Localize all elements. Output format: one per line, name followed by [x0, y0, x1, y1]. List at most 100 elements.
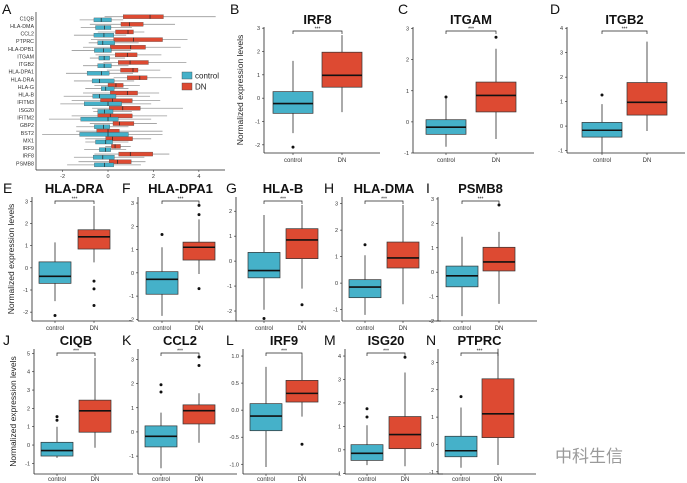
- box-dn: [108, 159, 132, 164]
- y-tick-label: -1: [129, 294, 134, 300]
- box-dn: [115, 52, 138, 58]
- box-dn: [110, 45, 146, 50]
- y-tick-label: 2: [229, 209, 232, 215]
- panel-letter: D: [550, 1, 560, 17]
- outlier-point: [403, 355, 407, 359]
- outlier-point: [55, 418, 59, 422]
- y-tick-label: 2: [131, 224, 134, 230]
- y-tick-label: 0: [406, 120, 409, 126]
- gene-label: HLA-DPA1: [8, 70, 34, 76]
- y-tick-label: 4: [338, 354, 341, 360]
- significance-bracket: [364, 200, 404, 204]
- x-tick-label: control: [437, 158, 455, 164]
- significance-label: ***: [478, 197, 484, 203]
- x-tick-label: DN: [494, 477, 503, 483]
- outlier-point: [365, 415, 369, 419]
- panel-title: HLA-DPA1: [148, 181, 213, 196]
- box-dn: [386, 241, 420, 269]
- y-tick-label: 3: [25, 199, 28, 205]
- panel-n: N PTPRC -1 0 1 2 3 control DN ***: [426, 332, 536, 483]
- gene-label: IRF8: [23, 154, 35, 160]
- significance-bracket: [601, 30, 648, 34]
- y-axis-label: Normalized expression levels: [235, 35, 245, 146]
- panel-letter: M: [324, 332, 336, 348]
- box-dn: [127, 75, 148, 80]
- gene-label: IRF9: [23, 146, 35, 152]
- legend-label-dn: DN: [195, 83, 207, 92]
- significance-label: ***: [177, 349, 183, 355]
- y-tick-label: 2: [431, 221, 434, 227]
- panel-title: PTPRC: [457, 333, 502, 348]
- y-tick-label: 0: [257, 96, 260, 102]
- box-dn: [78, 399, 112, 433]
- x-tick-label: DN: [643, 158, 652, 164]
- y-tick-label: 0: [131, 271, 134, 277]
- box-control: [92, 94, 117, 99]
- panel-d: D ITGB2 -1 0 1 2 3 4 control DN ***: [550, 1, 685, 164]
- significance-bracket: [265, 352, 303, 356]
- outlier-point: [197, 355, 201, 359]
- panel-letter: E: [3, 180, 12, 196]
- box-control: [94, 124, 110, 129]
- box-control: [350, 444, 384, 461]
- box-dn: [285, 228, 319, 259]
- y-tick-label: 0: [131, 430, 134, 436]
- y-tick-label: 2: [25, 222, 28, 228]
- y-axis-label: Normalized expression levels: [6, 204, 16, 315]
- significance-label: ***: [72, 197, 78, 203]
- box-control: [272, 91, 314, 114]
- panel-e: E HLA-DRA -2 -1 0 1 2 3 Normalized expression le…: [3, 180, 132, 332]
- panel-letter: N: [426, 332, 436, 348]
- panel-title: CCL2: [163, 333, 197, 348]
- outlier-point: [444, 95, 448, 99]
- x-tick-label: DN: [401, 477, 410, 483]
- y-tick-label: -2: [255, 143, 260, 149]
- y-tick-label: 3: [338, 377, 341, 383]
- panel-m: M ISG20 -1 0 1 2 3 4 control DN ***: [324, 332, 443, 483]
- outlier-point: [197, 213, 201, 217]
- y-tick-label: -1: [23, 288, 28, 294]
- gene-label: ITGAM: [17, 54, 34, 60]
- x-tick-label: 4: [197, 174, 200, 180]
- box-control: [93, 155, 115, 160]
- y-tick-label: 0: [431, 270, 434, 276]
- box-control: [249, 403, 283, 432]
- box-dn: [118, 60, 149, 65]
- panel-title: ITGAM: [450, 12, 492, 27]
- x-tick-label: DN: [195, 477, 204, 483]
- y-tick-label: -2: [23, 310, 28, 316]
- box-dn: [123, 14, 164, 19]
- x-tick-label: 2: [152, 174, 155, 180]
- y-tick-label: 0: [338, 448, 341, 454]
- y-tick-label: 1: [431, 246, 434, 252]
- y-tick-label: -2: [227, 309, 232, 315]
- panel-h: H HLA-DMA -1 0 1 2 3 control DN ***: [324, 180, 441, 332]
- x-tick-label: DN: [338, 158, 347, 164]
- box-control: [93, 17, 112, 23]
- y-tick-label: 1: [560, 100, 563, 106]
- y-tick-label: 2: [27, 406, 30, 412]
- x-tick-label: control: [257, 477, 275, 483]
- outlier-point: [494, 35, 498, 39]
- box-control: [95, 25, 112, 30]
- panel-f: F HLA-DPA1 -2 -1 0 1 2 3 control DN ***: [122, 180, 237, 332]
- outlier-point: [365, 407, 369, 411]
- gene-label: ITGB2: [19, 62, 34, 68]
- panel-letter: A: [2, 1, 12, 17]
- box-dn: [115, 29, 134, 35]
- y-tick-label: 5: [27, 351, 30, 357]
- outlier-point: [55, 415, 59, 419]
- box-dn: [182, 241, 216, 261]
- y-tick-label: 3: [431, 197, 434, 203]
- gene-label: IFITM2: [17, 116, 34, 122]
- box-dn: [118, 151, 153, 157]
- y-tick-label: -1: [227, 284, 232, 290]
- y-tick-label: 1: [338, 424, 341, 430]
- panel-letter: G: [226, 180, 237, 196]
- panel-letter: B: [230, 1, 239, 17]
- box-dn: [105, 136, 133, 141]
- gene-label: PSMB8: [16, 161, 34, 167]
- gene-label: ISG20: [19, 108, 34, 114]
- y-tick-label: -1: [336, 471, 341, 477]
